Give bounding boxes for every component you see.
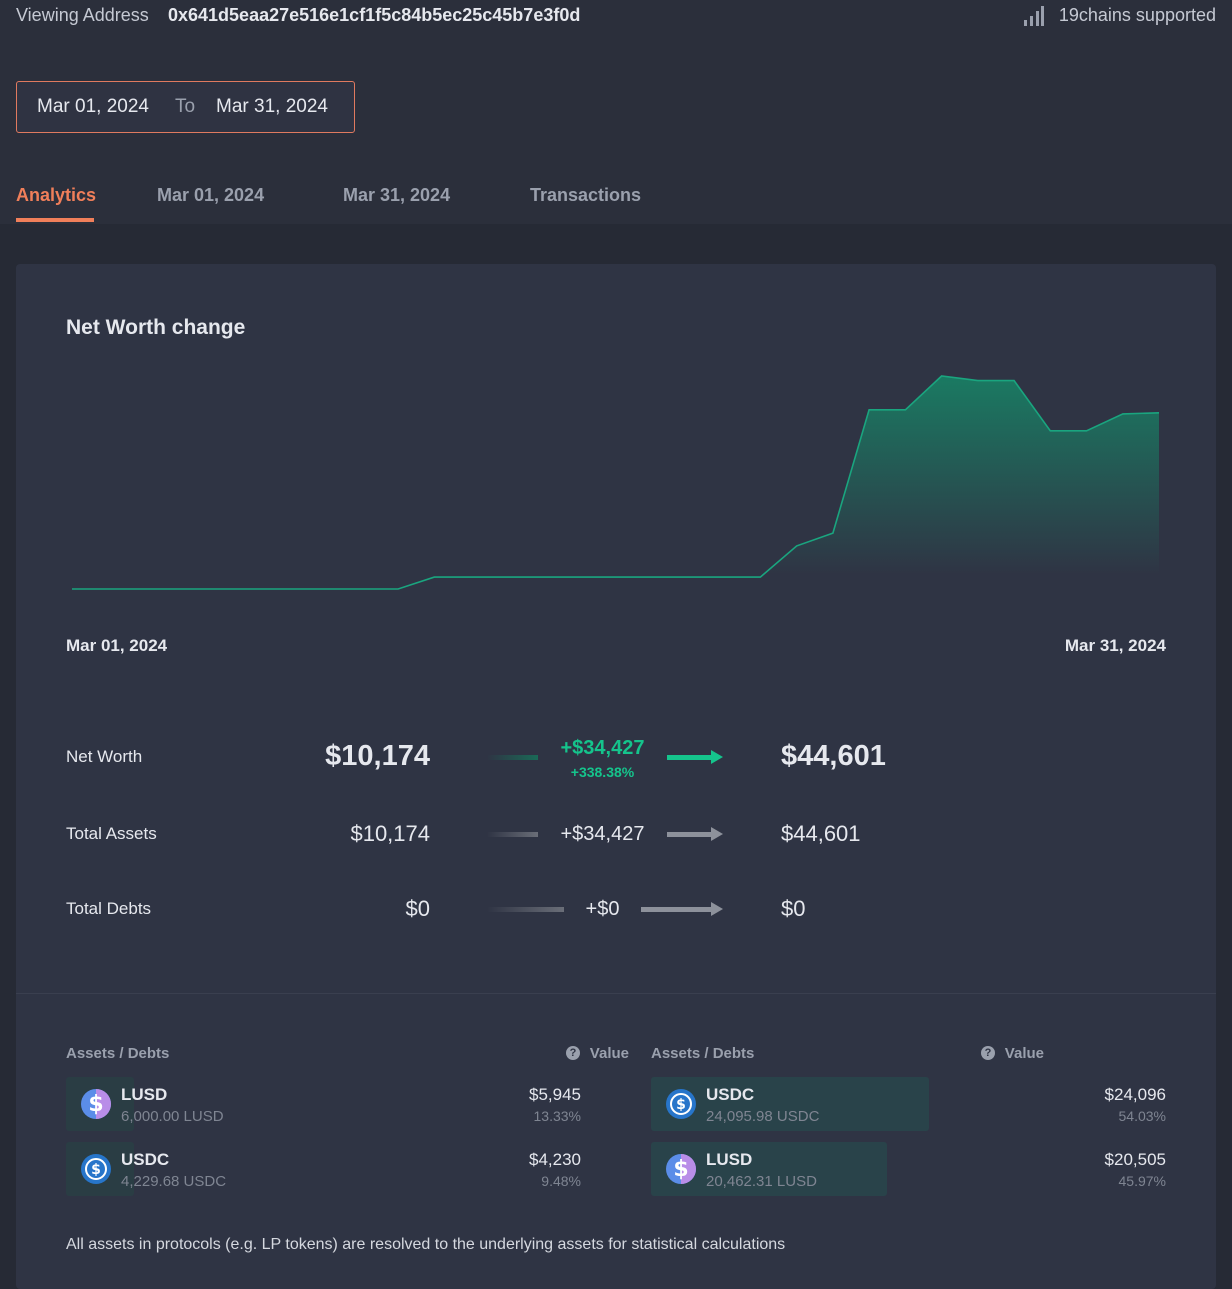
token-symbol: LUSD [121,1085,168,1104]
fade-bar [487,832,538,837]
start-value: $10,174 [325,740,430,772]
end-value: $44,601 [781,740,886,772]
change: +$34,427 [560,737,645,759]
value-header: Value [589,1045,629,1062]
svg-text:$: $ [88,1092,103,1117]
x-tick-label: Mar 31, 2024 [1064,636,1166,655]
tab[interactable]: Transactions [530,185,642,205]
help-icon: ? [981,1046,995,1060]
token-symbol: USDC [121,1150,170,1169]
footnote: All assets in protocols (e.g. LP tokens)… [66,1236,786,1253]
token-value: $20,505 [1104,1150,1166,1169]
arrow-shaft [667,832,711,837]
token-value: $5,945 [529,1085,581,1104]
token-highlight [651,1077,929,1131]
row-name: Total Debts [66,899,152,918]
end-value: $0 [781,896,806,921]
token-share: 13.33% [533,1108,581,1124]
row-name: Net Worth [66,747,143,766]
end-value: $44,601 [781,821,861,846]
token-share: 45.97% [1118,1173,1166,1189]
arrow-shaft [641,907,711,912]
token-icon: $ [81,1089,111,1119]
tab-underline [16,218,94,222]
address[interactable]: 0x641d5eaa27e516e1cf1f5c84b5ec25c45b7e3f… [168,5,581,25]
token-symbol: USDC [706,1085,755,1104]
signal-icon [1024,6,1044,26]
divider [16,993,1216,994]
date-range[interactable] [16,81,355,133]
token-amount: 4,229.68 USDC [121,1173,227,1190]
chart [72,375,1160,600]
address-label: Viewing Address [16,5,149,25]
fade-bar [487,755,538,760]
column-header: Assets / Debts [66,1045,170,1062]
date-from[interactable]: Mar 01, 2024 [37,96,149,117]
date-separator: To [175,96,196,117]
arrow-shaft [667,755,711,760]
token-symbol: LUSD [706,1150,753,1169]
line [72,375,1160,590]
help-icon: ? [566,1046,580,1060]
arrow-head [711,750,723,764]
svg-text:$: $ [673,1157,688,1182]
token-value: $24,096 [1104,1085,1166,1104]
token-share: 9.48% [541,1173,581,1189]
x-tick-label: Mar 01, 2024 [66,636,168,655]
chart-title: Net Worth change [66,316,246,339]
change: +$0 [585,898,620,920]
tab[interactable]: Analytics [16,185,97,205]
svg-text:$: $ [676,1097,686,1113]
start-value: $10,174 [350,821,430,846]
start-value: $0 [405,896,430,921]
chains-supported: 19chains supported [1058,5,1216,25]
token-value: $4,230 [529,1150,581,1169]
token-amount: 20,462.31 LUSD [706,1173,817,1190]
token-icon: $ [666,1154,696,1184]
change: +$34,427 [560,823,645,845]
arrow-head [711,902,723,916]
fade-bar [487,907,564,912]
area [72,376,1159,600]
token-icon: $ [666,1089,696,1119]
token-icon: $ [81,1154,111,1184]
tab[interactable]: Mar 01, 2024 [157,185,265,205]
date-to[interactable]: Mar 31, 2024 [216,96,328,117]
token-amount: 24,095.98 USDC [706,1108,820,1125]
tab[interactable]: Mar 31, 2024 [343,185,451,205]
column-header: Assets / Debts [651,1045,755,1062]
svg-text:$: $ [91,1162,101,1178]
token-amount: 6,000.00 LUSD [121,1108,224,1125]
change-pct: +338.38% [570,764,635,780]
row-name: Total Assets [66,824,157,843]
token-share: 54.03% [1118,1108,1166,1124]
value-header: Value [1004,1045,1044,1062]
arrow-head [711,827,723,841]
